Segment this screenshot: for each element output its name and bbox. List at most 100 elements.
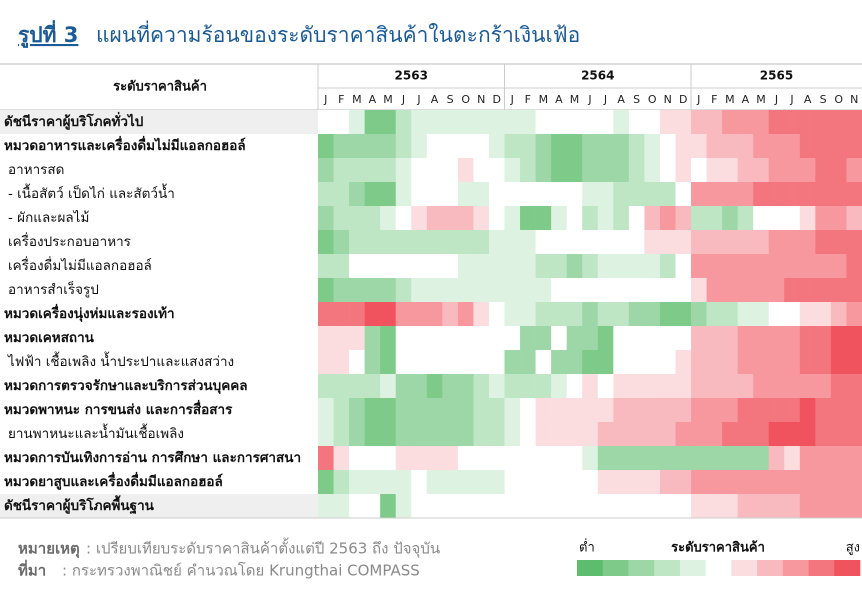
heat-cell xyxy=(349,398,365,423)
heat-cell xyxy=(753,374,770,399)
heat-cell xyxy=(597,350,614,375)
heat-cell xyxy=(706,350,723,375)
heat-cell xyxy=(566,158,583,183)
heat-cell xyxy=(753,398,770,423)
row-label: ดัชนีราคาผู้บริโภคทั่วไป xyxy=(4,111,144,130)
month-label: A xyxy=(742,93,750,106)
heat-cell xyxy=(691,470,707,495)
heat-cell xyxy=(691,182,707,207)
heat-cell xyxy=(846,110,862,135)
heat-cell xyxy=(691,350,707,375)
row-label: - เนื้อสัตว์ เป็ดไก่ และสัตว์น้ำ xyxy=(8,183,175,202)
row-label: เครื่องดื่มไม่มีแอลกอฮอล์ xyxy=(8,256,152,274)
heat-cell xyxy=(349,446,365,471)
heat-cell xyxy=(768,398,785,423)
heat-cell xyxy=(644,350,661,375)
heat-cell xyxy=(737,398,754,423)
heat-cell xyxy=(784,254,801,279)
heat-cell xyxy=(333,158,350,183)
heat-cell xyxy=(364,494,381,519)
heat-cell xyxy=(364,254,381,279)
heat-cell xyxy=(520,350,536,375)
heat-cell xyxy=(566,446,583,471)
month-label: A xyxy=(431,93,439,106)
heat-cell xyxy=(722,422,738,447)
heat-cell xyxy=(706,110,723,135)
heat-cell xyxy=(535,254,552,279)
heat-cell xyxy=(846,422,862,447)
month-label: S xyxy=(633,93,640,106)
heat-cell xyxy=(488,158,505,183)
heat-cell xyxy=(613,230,630,255)
heat-cell xyxy=(628,110,645,135)
heat-cell xyxy=(426,302,443,327)
heat-cell xyxy=(473,158,490,183)
heat-cell xyxy=(349,278,365,303)
heat-cell xyxy=(333,422,350,447)
heat-cell xyxy=(473,422,490,447)
heat-cell xyxy=(582,110,599,135)
heat-cell xyxy=(457,134,474,159)
heat-cell xyxy=(753,254,770,279)
figure-label: รูปที่ 3 xyxy=(18,19,78,49)
heat-cell xyxy=(846,398,862,423)
heat-cell xyxy=(442,110,459,135)
heat-cell xyxy=(722,494,738,519)
heat-cell xyxy=(737,470,754,495)
heat-cell xyxy=(442,206,459,231)
heat-cell xyxy=(535,110,552,135)
heat-cell xyxy=(520,254,536,279)
heat-cell xyxy=(457,494,474,519)
heat-cell xyxy=(675,182,692,207)
heat-cell xyxy=(395,230,412,255)
heat-cell xyxy=(659,158,676,183)
heat-cell xyxy=(846,254,862,279)
heat-cell xyxy=(457,206,474,231)
heat-cell xyxy=(846,326,862,351)
heat-cell xyxy=(815,302,832,327)
heat-cell xyxy=(644,182,661,207)
month-label: N xyxy=(477,93,485,106)
heat-cell xyxy=(442,326,459,351)
heat-cell xyxy=(799,278,816,303)
heat-cell xyxy=(488,374,505,399)
heat-cell xyxy=(535,206,552,231)
heat-cell xyxy=(380,182,397,207)
heat-cell xyxy=(349,302,365,327)
month-label: A xyxy=(555,93,563,106)
heat-cell xyxy=(815,278,832,303)
heat-cell xyxy=(551,230,567,255)
month-label: J xyxy=(789,93,793,106)
heat-cell xyxy=(488,422,505,447)
heat-cell xyxy=(597,374,614,399)
heat-cell xyxy=(768,326,785,351)
heat-cell xyxy=(784,206,801,231)
heat-cell xyxy=(473,254,490,279)
row-highlight xyxy=(0,494,318,518)
heat-cell xyxy=(784,494,801,519)
heat-cell xyxy=(582,494,599,519)
heat-cell xyxy=(830,254,847,279)
heat-cell xyxy=(566,374,583,399)
heat-cell xyxy=(349,134,365,159)
heat-cell xyxy=(582,470,599,495)
heat-cell xyxy=(380,350,397,375)
heat-cell xyxy=(691,494,707,519)
heat-cell xyxy=(364,182,381,207)
heat-cell xyxy=(613,302,630,327)
heat-cell xyxy=(830,326,847,351)
heat-cell xyxy=(520,494,536,519)
heat-cell xyxy=(473,206,490,231)
heat-cell xyxy=(551,446,567,471)
heat-cell xyxy=(488,326,505,351)
heat-cell xyxy=(815,206,832,231)
heat-cell xyxy=(442,398,459,423)
heat-cell xyxy=(426,182,443,207)
heat-cell xyxy=(551,302,567,327)
legend-swatch xyxy=(834,560,861,576)
heat-cell xyxy=(504,254,521,279)
month-label: M xyxy=(352,93,362,106)
heat-cell xyxy=(488,446,505,471)
heat-cell xyxy=(644,110,661,135)
heat-cell xyxy=(364,470,381,495)
